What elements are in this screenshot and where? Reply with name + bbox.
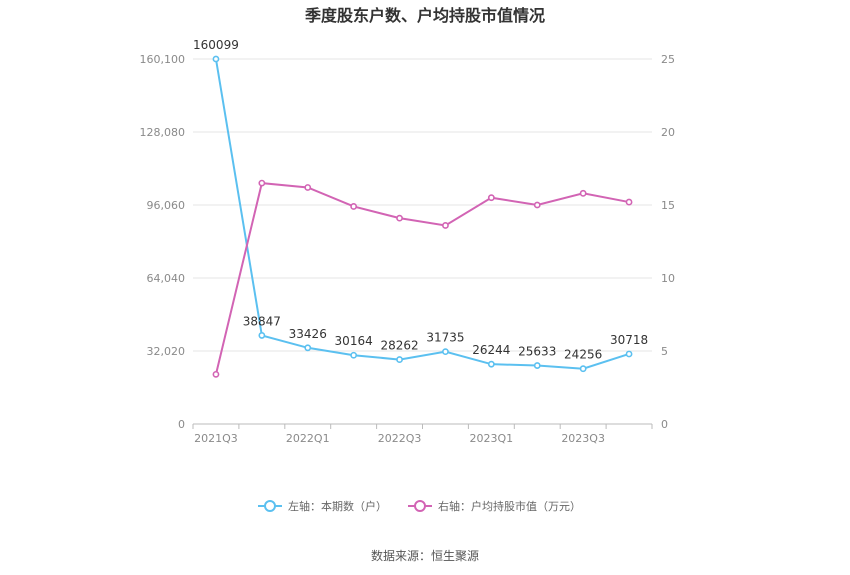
- left-tick-label: 0: [178, 418, 185, 431]
- data-point[interactable]: [487, 360, 495, 368]
- x-axis: 2021Q3 2022Q1 2022Q3 2023Q1 2023Q3: [192, 424, 653, 445]
- data-point[interactable]: [258, 179, 266, 187]
- left-tick-label: 128,080: [140, 126, 186, 139]
- data-label: 30718: [610, 333, 648, 347]
- data-point[interactable]: [212, 55, 220, 63]
- left-tick-label: 96,060: [147, 199, 186, 212]
- data-point[interactable]: [579, 189, 587, 197]
- left-tick-label: 160,100: [140, 53, 186, 66]
- data-point[interactable]: [533, 362, 541, 369]
- data-point[interactable]: [350, 203, 358, 210]
- right-tick-label: 5: [661, 345, 668, 358]
- data-label: 25633: [518, 345, 556, 359]
- right-tick-label: 10: [661, 272, 675, 285]
- left-tick-label: 32,020: [147, 345, 186, 358]
- legend-item[interactable]: 右轴：户均持股市值（万元）: [408, 499, 581, 513]
- left-axis: 0 32,020 64,040 96,060 128,080 160,100: [140, 53, 186, 431]
- data-point[interactable]: [625, 350, 633, 358]
- x-tick-label: 2023Q3: [561, 432, 605, 445]
- x-tick-label: 2023Q1: [470, 432, 514, 445]
- data-point[interactable]: [442, 348, 449, 356]
- x-tick-label: 2021Q3: [194, 432, 238, 445]
- source-note: 数据来源：恒生聚源: [371, 548, 479, 563]
- data-point[interactable]: [396, 214, 403, 222]
- data-point[interactable]: [350, 351, 358, 359]
- legend-item[interactable]: 左轴：本期数（户）: [258, 499, 387, 513]
- data-point[interactable]: [487, 194, 495, 202]
- data-label: 33426: [289, 327, 327, 341]
- right-tick-label: 25: [661, 53, 675, 66]
- data-label: 160099: [193, 38, 239, 52]
- chart-title: 季度股东户数、户均持股市值情况: [304, 6, 545, 25]
- data-label: 30164: [335, 334, 373, 348]
- x-tick-label: 2022Q3: [378, 432, 422, 445]
- data-point[interactable]: [258, 332, 266, 339]
- data-point[interactable]: [533, 201, 541, 209]
- holders-series: 160099 38847 33426 30164 28262 31735 26244 2563…: [193, 38, 648, 373]
- x-tick-label: 2022Q1: [286, 432, 330, 445]
- legend-swatch-marker: [414, 500, 426, 512]
- data-label: 26244: [472, 343, 510, 357]
- data-point[interactable]: [212, 370, 220, 378]
- data-label: 31735: [426, 331, 464, 345]
- right-tick-label: 20: [661, 126, 675, 139]
- data-point[interactable]: [304, 184, 312, 191]
- avg-value-series: [212, 179, 633, 378]
- series-layer: 160099 38847 33426 30164 28262 31735 26244 2563…: [193, 38, 648, 378]
- data-point[interactable]: [396, 356, 403, 363]
- legend-label: 左轴：本期数（户）: [288, 499, 387, 513]
- right-axis: 0 5 10 15 20 25: [661, 53, 675, 431]
- data-label: 24256: [564, 348, 602, 362]
- data-point[interactable]: [579, 365, 587, 373]
- data-label: 38847: [243, 314, 281, 328]
- data-point[interactable]: [442, 222, 449, 229]
- series-line: [214, 58, 630, 370]
- legend[interactable]: 左轴：本期数（户） 右轴：户均持股市值（万元）: [258, 499, 581, 513]
- right-tick-label: 15: [661, 199, 675, 212]
- series-line: [214, 182, 630, 375]
- grid-lines: [193, 58, 652, 425]
- right-tick-label: 0: [661, 418, 668, 431]
- legend-label: 右轴：户均持股市值（万元）: [438, 499, 581, 513]
- left-tick-label: 64,040: [147, 272, 186, 285]
- legend-swatch-marker: [264, 500, 276, 512]
- data-label: 28262: [380, 339, 418, 353]
- data-point[interactable]: [304, 344, 312, 352]
- data-point[interactable]: [625, 198, 633, 206]
